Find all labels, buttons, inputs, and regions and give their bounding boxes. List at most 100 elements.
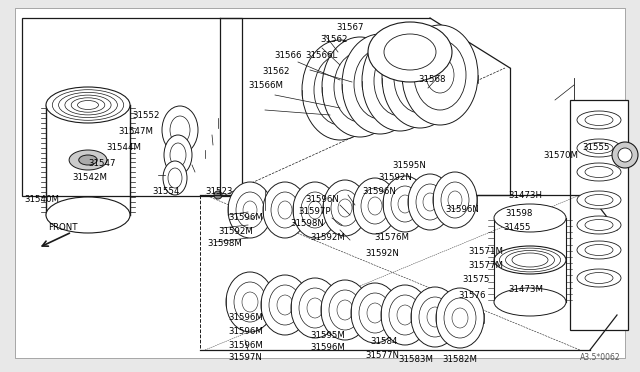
Ellipse shape (314, 55, 366, 125)
Ellipse shape (383, 176, 427, 232)
Ellipse shape (334, 52, 386, 122)
Ellipse shape (346, 69, 374, 105)
Ellipse shape (164, 135, 192, 175)
Ellipse shape (354, 49, 406, 119)
Ellipse shape (228, 182, 272, 238)
Ellipse shape (351, 283, 399, 343)
Text: 31592M: 31592M (310, 234, 345, 243)
Text: 31596M: 31596M (228, 340, 263, 350)
Ellipse shape (366, 66, 394, 102)
Ellipse shape (585, 167, 613, 177)
Text: 31598M: 31598M (207, 240, 242, 248)
Ellipse shape (163, 161, 187, 195)
Ellipse shape (353, 178, 397, 234)
Text: 31544M: 31544M (106, 144, 141, 153)
Ellipse shape (293, 182, 337, 238)
Ellipse shape (271, 192, 299, 228)
Ellipse shape (329, 290, 361, 330)
Text: 31596M: 31596M (310, 343, 345, 353)
Text: 31583M: 31583M (398, 356, 433, 365)
Ellipse shape (414, 40, 466, 110)
Ellipse shape (585, 142, 613, 154)
Ellipse shape (381, 285, 429, 345)
Ellipse shape (46, 87, 130, 123)
Text: 31575: 31575 (462, 276, 490, 285)
Ellipse shape (494, 288, 566, 316)
Ellipse shape (398, 195, 412, 213)
Text: 31596M: 31596M (228, 314, 263, 323)
Ellipse shape (391, 186, 419, 222)
Ellipse shape (384, 34, 436, 70)
Ellipse shape (441, 182, 469, 218)
Text: 31592M: 31592M (218, 227, 253, 235)
Text: 31598N: 31598N (290, 219, 324, 228)
Ellipse shape (577, 163, 621, 181)
Text: 31597N: 31597N (228, 353, 262, 362)
Ellipse shape (585, 115, 613, 125)
Ellipse shape (302, 40, 378, 140)
Ellipse shape (367, 303, 383, 323)
Ellipse shape (291, 278, 339, 338)
Ellipse shape (577, 216, 621, 234)
Ellipse shape (368, 197, 382, 215)
Text: 31568: 31568 (418, 76, 445, 84)
Ellipse shape (362, 31, 438, 131)
Ellipse shape (411, 287, 459, 347)
Ellipse shape (585, 244, 613, 256)
Ellipse shape (577, 111, 621, 129)
Text: 31542M: 31542M (72, 173, 107, 182)
Text: 31555: 31555 (582, 144, 609, 153)
Ellipse shape (162, 106, 198, 154)
Text: 31540M: 31540M (24, 196, 59, 205)
Ellipse shape (326, 72, 354, 108)
Ellipse shape (261, 275, 309, 335)
Text: 31523: 31523 (205, 187, 232, 196)
Text: 31596M: 31596M (228, 214, 263, 222)
Ellipse shape (308, 201, 322, 219)
Bar (22, 18, 242, 196)
Text: 31596N: 31596N (445, 205, 479, 215)
Ellipse shape (69, 150, 107, 170)
Text: 31577N: 31577N (365, 350, 399, 359)
Text: 31566: 31566 (274, 51, 301, 60)
Ellipse shape (577, 269, 621, 287)
Ellipse shape (337, 300, 353, 320)
Text: 31596N: 31596N (305, 196, 339, 205)
Text: 31584: 31584 (370, 337, 397, 346)
Text: 31571M: 31571M (468, 247, 503, 257)
Text: 31473M: 31473M (508, 285, 543, 295)
Text: 31598: 31598 (505, 208, 532, 218)
Ellipse shape (494, 204, 566, 232)
Ellipse shape (307, 298, 323, 318)
Text: 31566M: 31566M (248, 81, 283, 90)
Ellipse shape (170, 116, 190, 144)
Ellipse shape (277, 295, 293, 315)
Ellipse shape (452, 308, 468, 328)
Ellipse shape (168, 168, 182, 188)
Ellipse shape (359, 293, 391, 333)
Ellipse shape (436, 288, 484, 348)
Text: 31595N: 31595N (392, 160, 426, 170)
Text: 31597P: 31597P (298, 208, 330, 217)
Ellipse shape (397, 305, 413, 325)
Ellipse shape (214, 191, 222, 199)
Ellipse shape (301, 192, 329, 228)
Ellipse shape (433, 172, 477, 228)
Text: 31566L: 31566L (305, 51, 337, 60)
Ellipse shape (299, 288, 331, 328)
Ellipse shape (321, 280, 369, 340)
Text: 31552: 31552 (132, 110, 159, 119)
Text: 31576M: 31576M (374, 234, 409, 243)
Ellipse shape (234, 282, 266, 322)
Text: 31582M: 31582M (442, 356, 477, 365)
Text: 31592N: 31592N (378, 173, 412, 183)
Ellipse shape (444, 298, 476, 338)
Ellipse shape (361, 188, 389, 224)
Text: 31596M: 31596M (228, 327, 263, 337)
Ellipse shape (263, 182, 307, 238)
Text: 31547: 31547 (88, 158, 115, 167)
Ellipse shape (577, 241, 621, 259)
Ellipse shape (402, 25, 478, 125)
Ellipse shape (585, 195, 613, 205)
Text: FRONT: FRONT (48, 224, 77, 232)
